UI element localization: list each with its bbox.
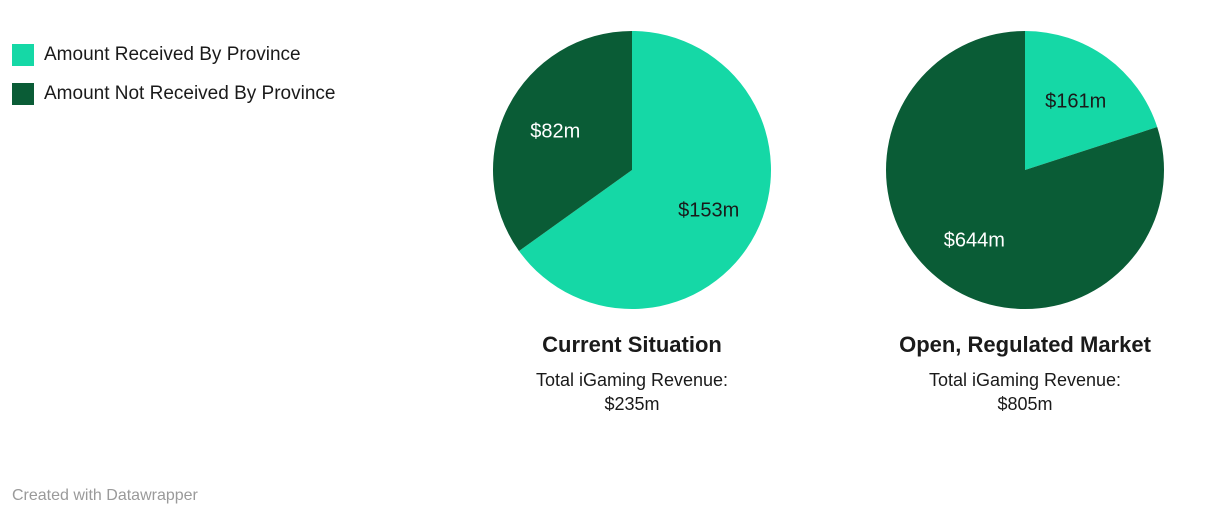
legend-item-received: Amount Received By Province [12,44,335,66]
legend-item-not-received: Amount Not Received By Province [12,83,335,105]
legend: Amount Received By Province Amount Not R… [12,44,335,122]
pie-block-open-regulated-market: $161m $644m Open, Regulated Market Total … [865,30,1185,417]
chart-title-open-regulated-market: Open, Regulated Market [899,332,1151,357]
legend-label-not-received: Amount Not Received By Province [44,83,336,104]
slice-label: $153m [678,199,739,221]
subtitle-text: Total iGaming Revenue: [535,370,729,390]
chart-title-current-situation: Current Situation [542,332,722,357]
datawrapper-credit-link[interactable]: Created with Datawrapper [12,487,198,504]
pie-slice [886,31,1165,309]
subtitle-text: Total iGaming Revenue: [928,370,1122,390]
slice-label: $161m [1045,90,1106,112]
pie-chart-open-regulated-market: $161m $644m [886,31,1165,309]
pie-slice [519,31,771,309]
legend-swatch-received [12,44,34,66]
chart-subtitle-open-regulated-market: Total iGaming Revenue: $805m [865,368,1185,417]
pie-slice [1025,31,1158,170]
subtitle-total: $235m [604,394,660,415]
slice-label: $82m [530,121,580,143]
slice-label: $644m [944,230,1005,252]
legend-label-received: Amount Received By Province [44,44,301,65]
pie-chart-current-situation: $153m $82m [492,31,771,309]
pie-block-current-situation: $153m $82m Current Situation Total iGamin… [482,30,782,417]
legend-swatch-not-received [12,83,34,105]
pie-slice [492,31,632,251]
subtitle-total: $805m [997,394,1053,415]
chart-subtitle-current-situation: Total iGaming Revenue: $235m [482,368,782,417]
